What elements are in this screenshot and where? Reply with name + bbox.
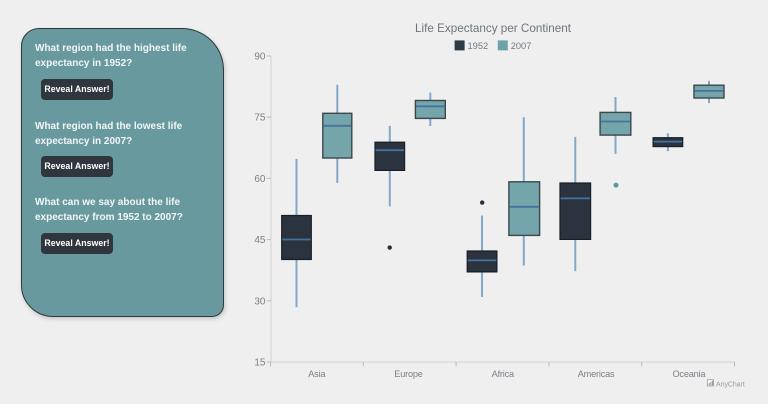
svg-text:Europe: Europe: [394, 369, 423, 379]
svg-text:60: 60: [254, 174, 266, 185]
svg-text:Life Expectancy per Continent: Life Expectancy per Continent: [415, 22, 572, 35]
svg-text:75: 75: [254, 113, 266, 124]
svg-text:Asia: Asia: [308, 369, 326, 379]
svg-text:Oceania: Oceania: [672, 369, 706, 379]
svg-text:1952: 1952: [468, 41, 489, 51]
svg-text:AnyChart: AnyChart: [716, 382, 745, 389]
svg-text:15: 15: [254, 358, 266, 369]
svg-text:90: 90: [254, 52, 266, 63]
svg-text:30: 30: [254, 296, 266, 307]
svg-text:45: 45: [254, 235, 266, 246]
svg-text:2007: 2007: [511, 41, 532, 51]
svg-text:Africa: Africa: [492, 369, 515, 379]
svg-text:Americas: Americas: [578, 369, 615, 379]
